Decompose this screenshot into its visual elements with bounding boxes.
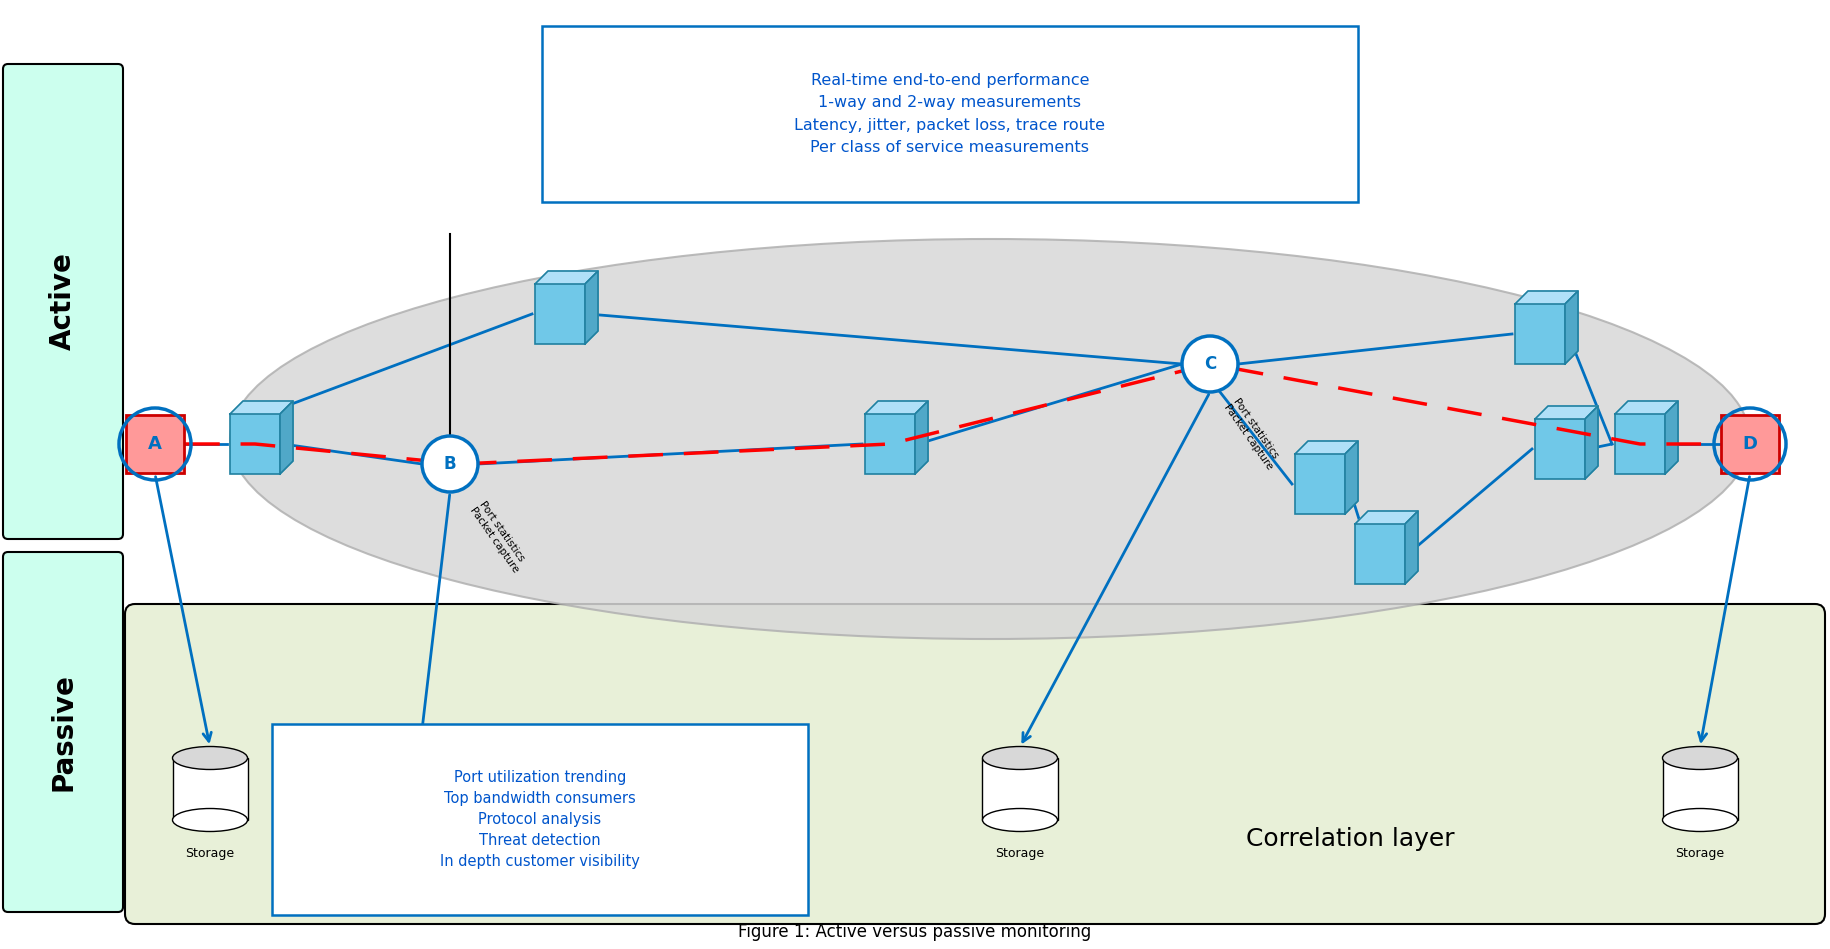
Polygon shape (280, 401, 293, 474)
Text: Real-time end-to-end performance
1-way and 2-way measurements
Latency, jitter, p: Real-time end-to-end performance 1-way a… (794, 73, 1105, 155)
Polygon shape (915, 401, 928, 474)
Text: Port utilization trending
Top bandwidth consumers
Protocol analysis
Threat detec: Port utilization trending Top bandwidth … (439, 770, 640, 869)
Polygon shape (1663, 401, 1676, 474)
Ellipse shape (172, 747, 247, 770)
Polygon shape (983, 758, 1058, 820)
Polygon shape (1404, 511, 1416, 584)
FancyBboxPatch shape (273, 724, 807, 915)
FancyBboxPatch shape (4, 552, 123, 912)
FancyBboxPatch shape (124, 604, 1825, 924)
Ellipse shape (983, 809, 1058, 831)
Text: Storage: Storage (1674, 847, 1724, 860)
Ellipse shape (1662, 747, 1737, 770)
Text: Storage: Storage (395, 847, 445, 860)
Polygon shape (1565, 291, 1577, 364)
Polygon shape (231, 414, 280, 474)
FancyBboxPatch shape (542, 26, 1358, 202)
Text: Figure 1: Active versus passive monitoring: Figure 1: Active versus passive monitori… (737, 923, 1091, 941)
Polygon shape (864, 414, 915, 474)
Ellipse shape (382, 809, 458, 831)
Ellipse shape (231, 239, 1749, 639)
Polygon shape (534, 271, 598, 284)
Text: Port statistics
Packet capture: Port statistics Packet capture (1221, 396, 1283, 472)
Text: A: A (148, 435, 161, 453)
Polygon shape (1534, 406, 1598, 419)
Text: Active: Active (49, 252, 77, 350)
Ellipse shape (172, 809, 247, 831)
Polygon shape (1720, 415, 1779, 473)
Polygon shape (231, 401, 293, 414)
Polygon shape (534, 284, 584, 344)
Text: Passive: Passive (49, 673, 77, 791)
Text: D: D (1742, 435, 1757, 453)
Text: Storage: Storage (996, 847, 1043, 860)
Polygon shape (584, 271, 598, 344)
Circle shape (1182, 336, 1237, 392)
Polygon shape (1345, 441, 1358, 514)
Text: B: B (443, 455, 456, 473)
Polygon shape (1662, 758, 1737, 820)
Ellipse shape (382, 747, 458, 770)
Polygon shape (1585, 406, 1598, 479)
Polygon shape (1513, 291, 1577, 304)
Circle shape (421, 436, 478, 492)
Ellipse shape (1662, 809, 1737, 831)
Polygon shape (1534, 419, 1585, 479)
FancyBboxPatch shape (4, 64, 123, 539)
Polygon shape (1294, 441, 1358, 454)
Text: Correlation layer: Correlation layer (1244, 827, 1453, 851)
Polygon shape (864, 401, 928, 414)
Text: Storage: Storage (185, 847, 234, 860)
Polygon shape (172, 758, 247, 820)
Polygon shape (1294, 454, 1345, 514)
Polygon shape (1513, 304, 1565, 364)
Polygon shape (1614, 414, 1663, 474)
Polygon shape (1354, 511, 1416, 524)
Polygon shape (1614, 401, 1676, 414)
Ellipse shape (983, 747, 1058, 770)
Polygon shape (126, 415, 183, 473)
Polygon shape (1354, 524, 1404, 584)
Text: C: C (1202, 355, 1215, 373)
Polygon shape (382, 758, 458, 820)
Text: Port statistics
Packet capture: Port statistics Packet capture (468, 499, 529, 575)
